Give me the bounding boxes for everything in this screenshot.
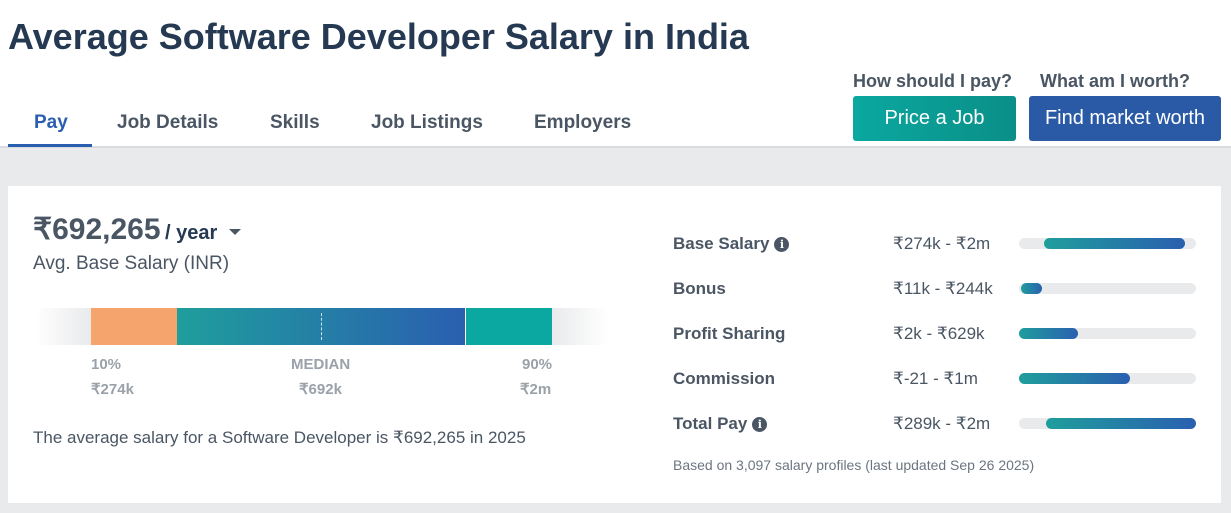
salary-amount: ₹692,265	[33, 213, 161, 246]
range-fill	[1019, 328, 1078, 339]
period-dropdown[interactable]	[229, 229, 241, 235]
range-fill	[1021, 283, 1042, 294]
tab[interactable]: Job Details	[117, 112, 219, 133]
row-range: ₹-21 - ₹1m	[893, 369, 978, 388]
footnote: Based on 3,097 salary profiles (last upd…	[673, 457, 1035, 473]
salary-period: / year	[165, 222, 218, 244]
percentile-label: 10%	[91, 356, 122, 373]
row-label: Profit Sharing	[673, 324, 786, 343]
tab[interactable]: Employers	[534, 112, 632, 133]
median-marker	[321, 313, 322, 340]
range-track	[1019, 238, 1196, 249]
row-label: Commission	[673, 369, 776, 388]
row-range: ₹11k - ₹244k	[893, 279, 993, 298]
range-fade	[35, 308, 91, 345]
row-range: ₹2k - ₹629k	[893, 324, 985, 343]
info-icon[interactable]: i	[752, 417, 768, 432]
price-job-button[interactable]: Price a Job	[853, 96, 1016, 141]
range-fill	[1046, 418, 1196, 429]
row-label-text: Total Pay	[673, 414, 748, 433]
salary-sentence: The average salary for a Software Develo…	[33, 428, 526, 447]
row-label-text: Base Salary	[673, 234, 770, 253]
percentile-label: MEDIAN	[291, 356, 351, 373]
info-icon[interactable]: i	[774, 237, 790, 252]
tab[interactable]: Skills	[270, 112, 320, 133]
percentile-label: 90%	[522, 356, 553, 373]
header-bar	[0, 0, 1231, 148]
range-track	[1019, 418, 1196, 429]
range-track	[1019, 283, 1196, 294]
row-label: Base Salary i	[673, 234, 790, 254]
range-track	[1019, 373, 1196, 384]
range-fade	[552, 308, 608, 345]
row-range: ₹289k - ₹2m	[893, 414, 991, 433]
percentile-value: ₹692k	[299, 381, 342, 398]
range-high	[466, 308, 552, 345]
market-worth-button[interactable]: Find market worth	[1029, 96, 1221, 141]
tab-underline	[8, 144, 92, 147]
row-label: Bonus	[673, 279, 726, 298]
cta-prompt: How should I pay?	[853, 71, 1013, 91]
page-title: Average Software Developer Salary in Ind…	[8, 16, 749, 57]
tab[interactable]: Pay	[34, 112, 68, 133]
salary-caption: Avg. Base Salary (INR)	[33, 253, 230, 274]
row-label: Total Pay i	[673, 414, 768, 434]
range-fill	[1019, 373, 1130, 384]
range-track	[1019, 328, 1196, 339]
row-range: ₹274k - ₹2m	[893, 234, 991, 253]
percentile-value: ₹2m	[520, 381, 552, 398]
percentile-value: ₹274k	[91, 381, 134, 398]
tab[interactable]: Job Listings	[371, 112, 483, 133]
range-fill	[1044, 238, 1185, 249]
range-low	[91, 308, 177, 345]
cta-prompt: What am I worth?	[1040, 71, 1190, 91]
